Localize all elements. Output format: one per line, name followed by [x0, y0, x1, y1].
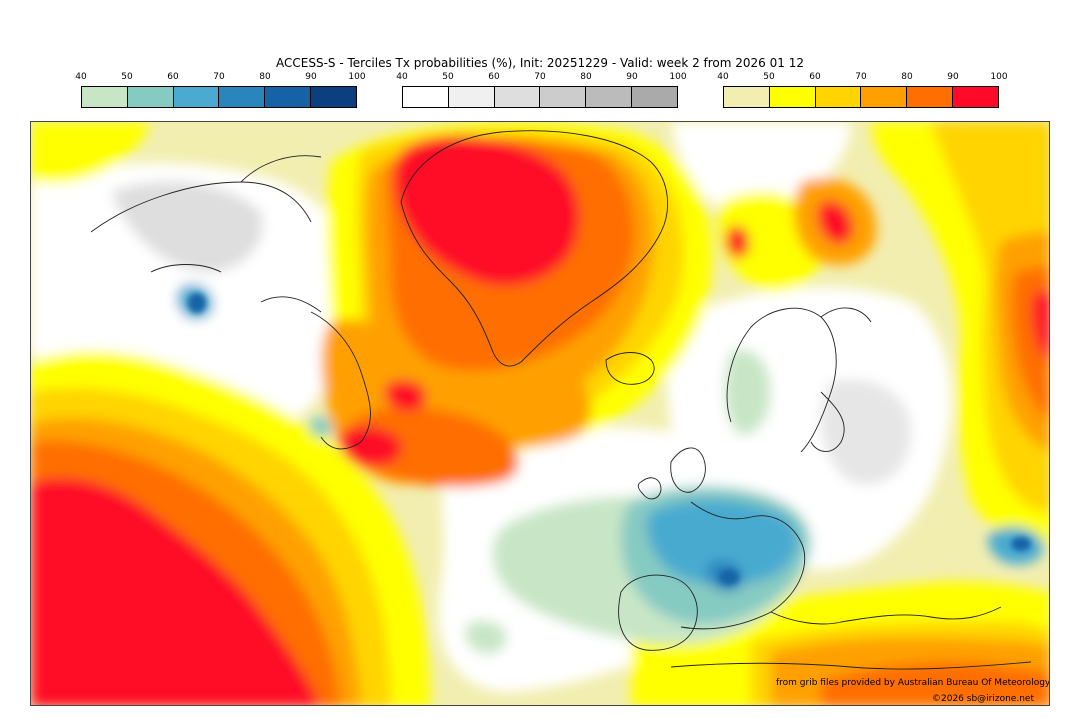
colorbar-swatch: [907, 87, 954, 107]
colorbar-tick-label: 80: [901, 72, 913, 82]
coast-africa: [670, 661, 1032, 670]
colorbar-tick-label: 40: [396, 72, 408, 82]
field-yellow-top-left: [31, 122, 151, 183]
colorbar-swatches: [81, 86, 357, 108]
colorbar-tick-label: 50: [121, 72, 133, 82]
colorbar-swatch: [219, 87, 266, 107]
colorbar-swatches: [723, 86, 999, 108]
coast-labrador: [310, 311, 371, 450]
colorbar-above-normal: 40 50 60 70 80 90 100: [717, 72, 1008, 108]
colorbar-swatches: [402, 86, 678, 108]
colorbar-swatch: [173, 87, 220, 107]
field-blue-france: [646, 499, 798, 586]
colorbar-swatch: [448, 87, 495, 107]
field-red-scandinavia-north: [817, 200, 854, 245]
colorbar-tick-label: 60: [809, 72, 821, 82]
coast-uk-ireland: [637, 447, 706, 500]
coastlines: [90, 130, 1032, 670]
field-darkorange-med: [821, 662, 1049, 705]
field-red-newfoundland: [340, 426, 402, 467]
copyright-credit: ©2026 sb@irizone.net: [932, 694, 1034, 704]
colorbar-tick-label: 60: [167, 72, 179, 82]
core-hudson-blue: [188, 293, 206, 313]
colorbar-tick-label: 70: [213, 72, 225, 82]
coast-europe: [680, 501, 1002, 630]
colorbar-swatch: [586, 87, 633, 107]
colorbar-tick-label: 40: [717, 72, 729, 82]
colorbar-swatch: [127, 87, 174, 107]
colorbar-swatch: [82, 87, 128, 107]
coast-greenland: [400, 130, 668, 367]
map-canvas: from grib files provided by Australian B…: [31, 122, 1050, 705]
colorbar-tick-label: 80: [259, 72, 271, 82]
colorbar-tick-label: 60: [488, 72, 500, 82]
coast-iceland: [605, 352, 655, 385]
colorbar-swatch: [494, 87, 541, 107]
colorbar-swatch: [953, 87, 998, 107]
field-red-east: [1031, 290, 1049, 361]
field-green-small: [465, 620, 507, 654]
colorbar-tick-label: 100: [669, 72, 687, 82]
coast-iberia: [618, 574, 698, 651]
colorbar-tick-label: 90: [305, 72, 317, 82]
colorbar-tick-label: 100: [990, 72, 1008, 82]
field-grey-canada: [111, 181, 263, 272]
colorbar-swatch: [769, 87, 816, 107]
field-red-greenland: [394, 135, 580, 286]
colorbar-below-normal: 40 50 60 70 80 90 100: [75, 72, 366, 108]
colorbar-swatch: [632, 87, 677, 107]
probability-map: from grib files provided by Australian B…: [30, 121, 1050, 706]
colorbar-near-normal: 40 50 60 70 80 90 100: [396, 72, 687, 108]
coast-scandinavia: [726, 307, 872, 453]
colorbar-tick-label: 100: [348, 72, 366, 82]
source-credit: from grib files provided by Australian B…: [776, 678, 1050, 688]
colorbar-ticks: 40 50 60 70 80 90 100: [75, 72, 365, 86]
coast-canada-arctic: [90, 155, 322, 313]
map-title: ACCESS-S - Terciles Tx probabilities (%)…: [276, 56, 804, 70]
colorbar-tick-label: 80: [580, 72, 592, 82]
colorbar-swatch: [861, 87, 908, 107]
colorbar-tick-label: 90: [626, 72, 638, 82]
colorbar-swatch: [540, 87, 587, 107]
field-grey-russia: [820, 379, 911, 485]
colorbar-swatch: [724, 87, 770, 107]
field-red-svalbard: [725, 225, 750, 259]
field-red-atlantic: [384, 380, 426, 411]
colorbar-ticks: 40 50 60 70 80 90 100: [396, 72, 686, 86]
colorbar-swatch: [403, 87, 449, 107]
coast-baltic: [810, 391, 845, 452]
colorbar-tick-label: 50: [763, 72, 775, 82]
core-blacksea-blue: [1011, 537, 1031, 551]
colorbar-ticks: 40 50 60 70 80 90 100: [717, 72, 1007, 86]
colorbar-swatch: [311, 87, 356, 107]
colorbar-swatch: [815, 87, 862, 107]
colorbar-tick-label: 90: [947, 72, 959, 82]
field-teal-newfoundland: [309, 416, 332, 438]
colorbar-tick-label: 40: [75, 72, 87, 82]
colorbar-tick-label: 70: [534, 72, 546, 82]
core-france-blue: [719, 569, 739, 585]
field-red-west: [31, 478, 321, 705]
field-darkorange-atlantic: [347, 407, 519, 487]
colorbar-swatch: [265, 87, 312, 107]
field-green-scandinavia: [724, 349, 771, 435]
colorbar-tick-label: 50: [442, 72, 454, 82]
colorbar-tick-label: 70: [855, 72, 867, 82]
